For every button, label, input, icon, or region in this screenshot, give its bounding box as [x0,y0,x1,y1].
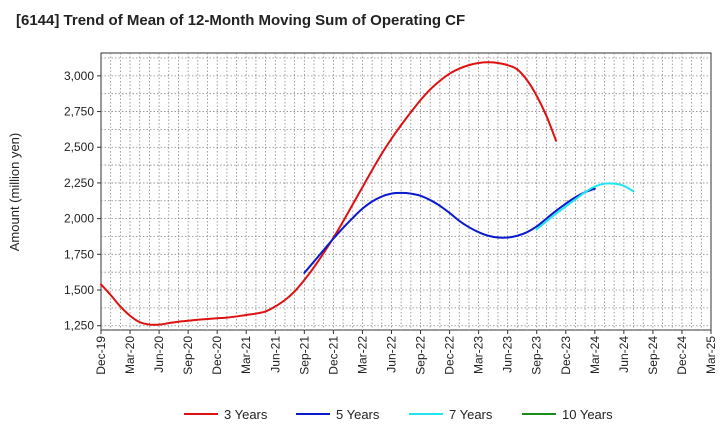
chart-title: [6144] Trend of Mean of 12-Month Moving … [16,12,466,29]
x-tick-label: Dec-20 [210,336,224,375]
y-axis: 1,250 1,500 1,750 2,000 2,250 2,500 2,750 3,000 [64,69,101,333]
series-line-5-years [303,187,596,274]
x-tick-label: Sep-24 [646,336,660,375]
grid-lines [101,53,711,330]
x-tick-label: Sep-21 [297,336,311,375]
x-tick-label: Sep-22 [414,336,428,375]
legend-label-5-years: 5 Years [336,407,380,422]
x-tick-label: Dec-23 [559,336,573,375]
y-tick-label: 2,500 [64,140,94,154]
y-tick-label: 1,750 [64,247,94,261]
x-tick-label: Mar-21 [239,336,253,374]
x-tick-label: Dec-24 [675,336,689,375]
legend-label-10-years: 10 Years [562,407,613,422]
x-tick-label: Jun-21 [268,336,282,373]
y-tick-label: 1,500 [64,283,94,297]
y-tick-label: 1,250 [64,319,94,333]
y-tick-label: 2,750 [64,105,94,119]
plot-area [100,52,712,331]
legend-label-3-years: 3 Years [224,407,268,422]
x-tick-label: Dec-22 [443,336,457,375]
plot-frame [100,52,712,331]
x-tick-label: Jun-23 [501,336,515,373]
y-tick-label: 2,000 [64,212,94,226]
legend: 3 Years 5 Years 7 Years 10 Years [184,407,613,422]
x-tick-label: Mar-23 [472,336,486,374]
series-line-7-years [535,182,635,231]
x-tick-label: Jun-22 [384,336,398,373]
x-tick-label: Dec-21 [326,336,340,375]
legend-label-7-years: 7 Years [449,407,493,422]
x-tick-label: Dec-19 [94,336,108,375]
y-axis-label: Amount (million yen) [7,133,22,252]
x-tick-label: Sep-20 [181,336,195,375]
x-axis: Dec-19 Mar-20 Jun-20 Sep-20 Dec-20 Mar-21 Jun-… [94,330,718,375]
x-tick-label: Jun-20 [152,336,166,373]
x-tick-label: Jun-24 [617,336,631,373]
x-tick-label: Sep-23 [530,336,544,375]
x-tick-label: Mar-24 [588,336,602,374]
x-tick-label: Mar-20 [123,336,137,374]
x-tick-label: Mar-25 [704,336,718,374]
y-tick-label: 2,250 [64,176,94,190]
y-tick-label: 3,000 [64,69,94,83]
series-lines [100,61,635,326]
x-tick-label: Mar-22 [355,336,369,374]
